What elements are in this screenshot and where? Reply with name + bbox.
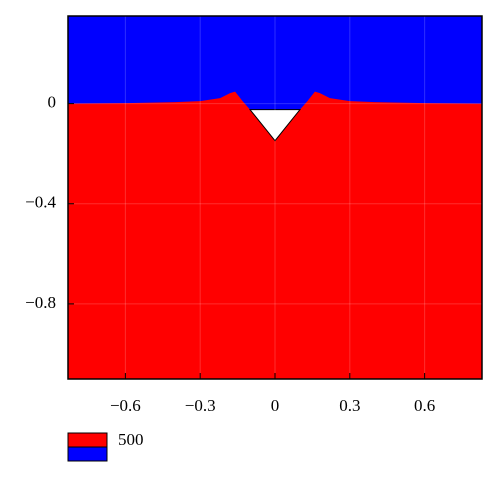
hole [249,109,301,142]
legend-label: 500 [118,430,144,449]
x-tick-label: −0.3 [185,396,216,415]
x-tick-label: −0.6 [110,396,141,415]
legend-swatch [67,432,108,448]
x-tick-label: 0.3 [339,396,360,415]
y-tick-label: 0 [48,93,57,112]
plot-frame [67,15,483,380]
y-tick-label: −0.8 [25,293,56,312]
y-tick-label: −0.4 [25,193,56,212]
x-tick-label: 0.6 [414,396,435,415]
x-tick-label: 0 [271,396,280,415]
legend-swatch [67,446,108,462]
lower-region [68,91,482,380]
